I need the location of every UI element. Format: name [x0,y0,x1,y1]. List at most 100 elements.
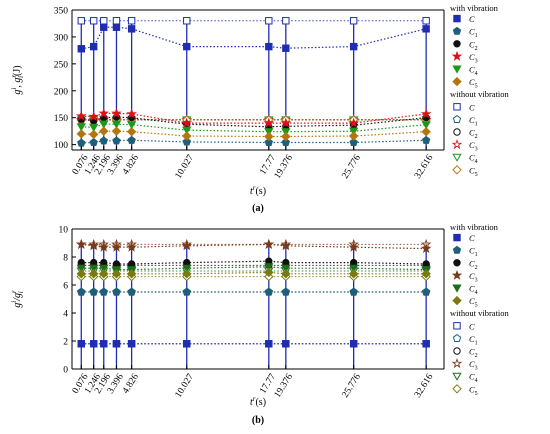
point-with-0-1 [89,42,98,51]
legend-marker-with-1 [452,26,462,35]
legend-marker-without-0 [453,103,461,111]
point-with-1-6 [264,287,274,296]
legend-marker-without-4 [452,153,462,162]
legend-label-without-1: C1 [469,334,478,347]
point-with-0-2 [100,23,108,31]
point-with-5-4 [126,126,137,137]
point-with-5-0 [76,269,86,279]
x-tick-label: 10.027 [174,372,196,400]
point-with-3-9 [420,108,432,119]
point-without-0-4 [127,17,136,25]
point-with-3-1 [88,111,99,122]
point-with-3-8 [348,241,359,252]
point-with-5-6 [264,267,274,278]
legend-marker-with-0 [453,14,461,23]
series-line-with-5 [81,271,427,275]
y-tick-label: 0 [63,366,68,376]
x-axis-label: tr(s) [250,395,266,408]
point-with-0-9 [422,340,430,348]
legend-label-without-3: C3 [469,140,478,153]
point-with-4-1 [89,264,99,273]
point-without-0-5 [183,17,191,25]
point-with-0-1 [89,340,98,348]
point-with-5-8 [348,131,359,141]
point-with-3-4 [126,241,137,252]
legend-label-with-4: C4 [469,65,478,78]
point-with-1-0 [77,287,86,296]
x-tick-label: 32.616 [413,372,435,400]
point-with-3-3 [111,107,122,118]
point-with-3-9 [420,243,432,254]
legend-marker-without-5 [452,384,462,394]
panel-label: (b) [252,415,264,426]
panel-label: (a) [252,203,264,214]
point-without-0-1 [89,17,98,25]
y-tick-label: 2 [63,338,68,348]
point-with-5-1 [88,129,99,140]
point-with-5-5 [182,269,192,279]
y-axis-label: gi, gri(J) [10,65,25,94]
y-tick-label: 4 [63,310,68,320]
legend-label-with-0: C [469,14,475,24]
point-with-5-6 [264,131,274,142]
legend-marker-without-4 [452,372,462,381]
x-axis-label: tr(s) [250,184,266,197]
point-with-5-9 [421,126,431,137]
point-with-0-5 [183,42,191,51]
point-with-5-1 [88,269,99,279]
y-tick-label: 200 [54,87,69,97]
point-with-1-9 [421,287,431,296]
legend-marker-with-2 [453,40,461,48]
point-with-3-3 [111,241,122,252]
point-with-5-3 [111,126,122,136]
point-with-4-1 [89,123,99,132]
point-with-4-2 [99,264,109,273]
legend-label-with-1: C1 [469,246,478,259]
point-with-0-6 [265,42,273,51]
y-tick-label: 8 [63,254,68,264]
legend-marker-without-3 [451,358,463,369]
y-tick-label: 6 [63,282,68,292]
legend-label-with-3: C3 [469,52,478,65]
point-with-4-8 [348,264,359,273]
point-with-0-3 [112,23,121,31]
point-with-4-6 [264,263,274,272]
point-with-1-3 [112,287,121,296]
legend-label-without-4: C4 [469,372,478,385]
series-line-with-2 [81,260,427,265]
y-tick-label: 350 [54,7,69,17]
point-with-0-5 [183,340,191,348]
series-line-with-0 [81,26,427,50]
legend-marker-with-1 [452,245,462,254]
x-tick-label: 10.027 [174,153,196,181]
legend-marker-without-1 [452,114,462,123]
legend-heading-with: with vibration [450,222,499,232]
legend-label-without-4: C4 [469,153,478,166]
series-line-with-5 [81,130,427,138]
point-with-5-7 [281,269,291,279]
legend-marker-with-4 [452,284,462,293]
point-with-0-7 [282,44,290,52]
point-with-4-4 [126,121,137,130]
point-with-3-6 [263,117,275,128]
point-with-5-4 [126,269,137,279]
legend-label-with-0: C [469,233,475,243]
point-with-4-2 [99,120,109,129]
point-with-0-4 [127,340,136,348]
legend-marker-with-4 [452,65,462,74]
series-line-with-4 [81,266,427,271]
point-without-0-9 [422,17,430,25]
point-with-4-5 [182,126,192,135]
point-with-1-1 [89,287,98,296]
point-with-0-8 [349,42,358,51]
point-with-3-7 [280,117,292,128]
point-with-1-8 [349,138,358,147]
x-tick-label: 19.376 [273,372,295,400]
legend-marker-with-3 [451,50,463,61]
legend-label-with-5: C5 [469,296,478,309]
legend-marker-with-2 [453,259,461,267]
point-without-0-2 [100,17,108,25]
point-with-3-5 [181,240,193,251]
